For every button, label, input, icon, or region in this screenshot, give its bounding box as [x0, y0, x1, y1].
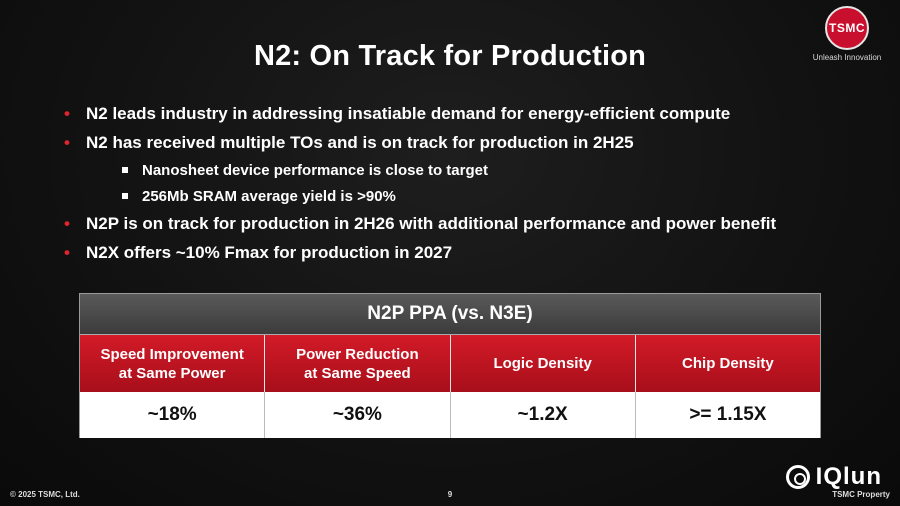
- sub-bullet-text: 256Mb SRAM average yield is >90%: [142, 188, 396, 205]
- bullet-list: • N2 leads industry in addressing insati…: [64, 104, 884, 272]
- slide-title: N2: On Track for Production: [253, 40, 647, 72]
- bullet-text: N2 leads industry in addressing insatiab…: [86, 104, 731, 123]
- bullet-dot-icon: •: [64, 243, 70, 262]
- tsmc-logo: TSMC Unleash Innovation: [804, 6, 890, 62]
- footer-copyright: © 2025 TSMC, Ltd.: [10, 490, 80, 499]
- bullet-dot-icon: •: [64, 214, 70, 233]
- square-bullet-icon: [122, 193, 128, 199]
- header-power-reduction: Power Reduction at Same Speed: [265, 335, 451, 392]
- sub-bullet-item: 256Mb SRAM average yield is >90%: [122, 188, 884, 206]
- bullet-item: • N2X offers ~10% Fmax for production in…: [64, 243, 884, 263]
- footer-property: TSMC Property: [832, 490, 890, 499]
- sub-bullet-text: Nanosheet device performance is close to…: [142, 162, 488, 179]
- bullet-text: N2P is on track for production in 2H26 w…: [86, 214, 777, 233]
- logo-tagline: Unleash Innovation: [812, 53, 882, 62]
- watermark-text: IQlun: [815, 463, 882, 490]
- bullet-item: • N2 has received multiple TOs and is on…: [64, 133, 884, 153]
- bullet-text: N2X offers ~10% Fmax for production in 2…: [86, 243, 453, 262]
- bullet-dot-icon: •: [64, 104, 70, 123]
- header-chip-density: Chip Density: [635, 335, 820, 392]
- header-line: Speed Improvement: [100, 345, 244, 363]
- tsmc-logo-text: TSMC: [829, 21, 865, 35]
- header-line: Logic Density: [493, 355, 592, 372]
- value-chip-density: >= 1.15X: [635, 392, 820, 438]
- bullet-item: • N2P is on track for production in 2H26…: [64, 214, 884, 234]
- ppa-table: N2P PPA (vs. N3E) Speed Improvement at S…: [79, 293, 821, 438]
- bullet-item: • N2 leads industry in addressing insati…: [64, 104, 884, 124]
- value-logic-density: ~1.2X: [450, 392, 636, 438]
- bullet-dot-icon: •: [64, 133, 70, 152]
- header-logic-density: Logic Density: [450, 335, 636, 392]
- header-line: at Same Power: [118, 364, 226, 382]
- header-line: Chip Density: [682, 355, 774, 372]
- ppa-header-row: Speed Improvement at Same Power Power Re…: [80, 335, 820, 392]
- sub-bullet-item: Nanosheet device performance is close to…: [122, 162, 884, 180]
- header-speed-improvement: Speed Improvement at Same Power: [80, 335, 266, 392]
- watermark-logo-icon: [785, 465, 810, 489]
- ppa-table-title: N2P PPA (vs. N3E): [80, 294, 820, 335]
- square-bullet-icon: [122, 167, 128, 173]
- tsmc-logo-badge: TSMC: [825, 6, 869, 50]
- ppa-value-row: ~18% ~36% ~1.2X >= 1.15X: [80, 392, 820, 438]
- value-power-reduction: ~36%: [265, 392, 451, 438]
- value-speed-improvement: ~18%: [80, 392, 266, 438]
- footer-page-number: 9: [447, 490, 453, 499]
- watermark: IQlun: [785, 463, 882, 491]
- bullet-text: N2 has received multiple TOs and is on t…: [86, 133, 634, 152]
- header-line: Power Reduction: [296, 345, 419, 363]
- header-line: at Same Speed: [304, 364, 411, 382]
